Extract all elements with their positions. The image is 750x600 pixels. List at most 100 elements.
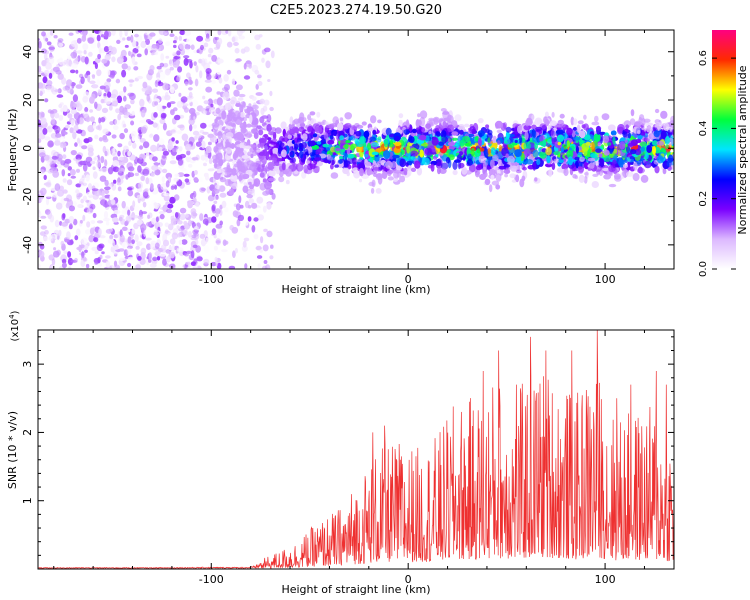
spectrogram-cell <box>102 128 109 135</box>
spectrogram-cell <box>629 149 637 155</box>
spectrogram-cell <box>272 138 277 142</box>
spectrogram-cell <box>656 155 664 164</box>
spectrogram-cell <box>238 93 246 98</box>
spectrogram-cell <box>366 171 375 175</box>
spectrogram-cell <box>186 37 193 45</box>
spectrogram-cell <box>169 251 175 259</box>
spectrogram-cell <box>303 164 309 174</box>
spectrogram-cell <box>127 189 134 197</box>
spectrogram-cell <box>164 222 169 228</box>
spectrogram-cell <box>525 159 534 165</box>
spectrogram-cell <box>123 145 129 153</box>
spectrogram-cell <box>104 159 108 167</box>
spectrogram-cell <box>175 59 181 65</box>
spectrogram-cell <box>296 138 302 143</box>
spectrogram-cell <box>77 30 83 33</box>
spectrogram-cell <box>80 198 84 204</box>
spectrogram-cell <box>637 135 642 139</box>
spectrogram-cell <box>107 167 114 175</box>
spectrogram-cell <box>335 147 341 152</box>
spectrogram-cell <box>210 103 214 108</box>
spectrogram-cell <box>652 146 657 155</box>
spectrogram-cell <box>215 143 224 150</box>
spectrogram-cell <box>215 238 222 246</box>
spectrogram-cell <box>162 150 169 156</box>
spectrogram-cell <box>539 151 547 159</box>
spectrogram-cell <box>412 128 417 134</box>
spectrogram-cell <box>364 154 369 158</box>
spectrogram-cell <box>112 147 116 154</box>
spectrogram-cell <box>645 138 650 142</box>
spectrogram-cell <box>87 147 94 153</box>
spectrogram-cell <box>452 161 458 170</box>
spectrogram-cell <box>54 89 61 93</box>
spectrogram-cell <box>647 122 654 126</box>
spectrogram-cell <box>207 168 215 172</box>
spectrogram-cell <box>665 136 670 145</box>
spectrogram-cell <box>169 86 175 94</box>
spectrogram-cell <box>156 221 164 228</box>
spectrogram-cell <box>39 90 43 97</box>
spectrogram-cell <box>340 148 346 153</box>
spectrogram-cell <box>523 124 531 131</box>
spectrogram-cell <box>103 189 110 194</box>
spectrogram-cell <box>97 91 102 95</box>
spectrogram-cell <box>145 237 152 241</box>
spectrogram-cell <box>643 160 652 169</box>
spectrogram-cell <box>583 123 589 131</box>
y-tick-label: 20 <box>21 93 34 107</box>
spectrogram-cell <box>207 53 212 58</box>
spectrogram-cell <box>287 134 293 140</box>
spectrogram-cell <box>531 114 535 121</box>
spectrogram-cell <box>204 79 212 83</box>
spectrogram-cell <box>256 149 261 153</box>
spectrogram-cell <box>131 130 137 139</box>
spectrogram-cell <box>193 177 199 182</box>
spectrogram-cell <box>299 123 306 127</box>
spectrogram-cell <box>128 79 135 83</box>
spectrogram-cell <box>81 237 88 246</box>
spectrogram-cell <box>272 147 278 155</box>
spectrogram-cell <box>218 158 224 167</box>
spectrogram-cell <box>665 143 669 150</box>
spectrogram-cell <box>130 34 134 43</box>
spectrogram-cell <box>522 166 527 171</box>
spectrogram-cell <box>151 217 157 225</box>
spectrogram-cell <box>660 110 668 119</box>
spectrogram-cell <box>236 30 243 37</box>
spectrogram-cell <box>163 195 170 202</box>
spectrogram-cell <box>83 50 87 55</box>
spectrogram-cell <box>136 241 143 247</box>
spectrogram-cell <box>622 163 629 169</box>
spectrogram-cell <box>179 207 187 214</box>
spectrogram-cell <box>217 30 222 36</box>
spectrogram-cell <box>634 148 642 156</box>
spectrogram-cell <box>42 127 48 135</box>
spectrogram-cell <box>162 239 170 247</box>
spectrogram-cell <box>184 30 192 36</box>
spectrogram-cell <box>92 122 97 130</box>
spectrogram-cell <box>61 262 67 269</box>
spectrogram-cell <box>309 111 316 116</box>
spectrogram-cell <box>301 133 308 141</box>
spectrogram-cell <box>330 163 334 170</box>
spectrogram-cell <box>96 220 104 224</box>
spectrogram-cell <box>60 240 65 247</box>
spectrogram-cell <box>55 202 63 210</box>
spectrogram-cell <box>553 151 561 156</box>
spectrogram-cell <box>64 158 72 164</box>
spectrogram-cell <box>76 50 83 54</box>
spectrogram-cell <box>399 158 407 168</box>
spectrogram-cell <box>176 225 180 230</box>
spectrogram-cell <box>217 227 223 234</box>
spectrogram-cell <box>262 244 269 252</box>
spectrogram-cell <box>251 96 257 101</box>
spectrogram-cell <box>70 51 77 59</box>
spectrogram-cell <box>62 154 67 160</box>
spectrogram-cell <box>246 194 253 199</box>
snr-y-multiplier: (x104) <box>8 310 21 341</box>
spectrogram-cell <box>256 196 264 204</box>
spectrogram-cell <box>61 221 69 227</box>
spectrogram-cell <box>188 163 193 168</box>
spectrogram-cell <box>87 183 93 191</box>
